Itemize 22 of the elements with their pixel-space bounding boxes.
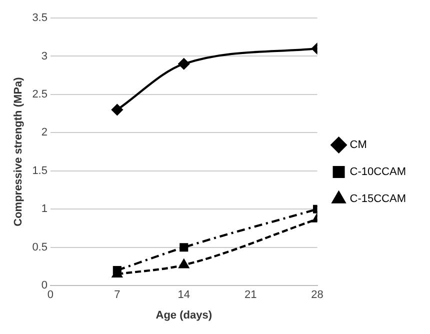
y-tick-label: 1 (41, 203, 48, 216)
point (178, 58, 190, 70)
y-tick-label: 0 (41, 280, 48, 292)
x-tick-label: 28 (311, 289, 324, 302)
y-axis-title: Compressive strength (MPa) (12, 76, 25, 226)
point (112, 266, 122, 275)
y-tick-label: 3 (41, 50, 48, 62)
y-tick-label: 0.5 (32, 241, 48, 254)
x-tick-label: 21 (244, 289, 257, 302)
y-tick-label: 2.5 (32, 88, 48, 100)
y-tick-label: 3.5 (32, 12, 48, 24)
x-tick-label: 14 (178, 289, 190, 302)
legend-label: C-15CCAM (350, 193, 406, 206)
point (178, 259, 189, 268)
legend-label: C-10CCAM (350, 166, 406, 178)
x-axis-title: Age (days) (156, 309, 212, 322)
y-tick-label: 1.5 (32, 164, 48, 177)
point (112, 104, 123, 116)
legend-label: CM (350, 139, 367, 152)
x-tick-label: 7 (114, 289, 120, 302)
point (180, 243, 188, 252)
y-tick-label: 2 (41, 126, 48, 139)
